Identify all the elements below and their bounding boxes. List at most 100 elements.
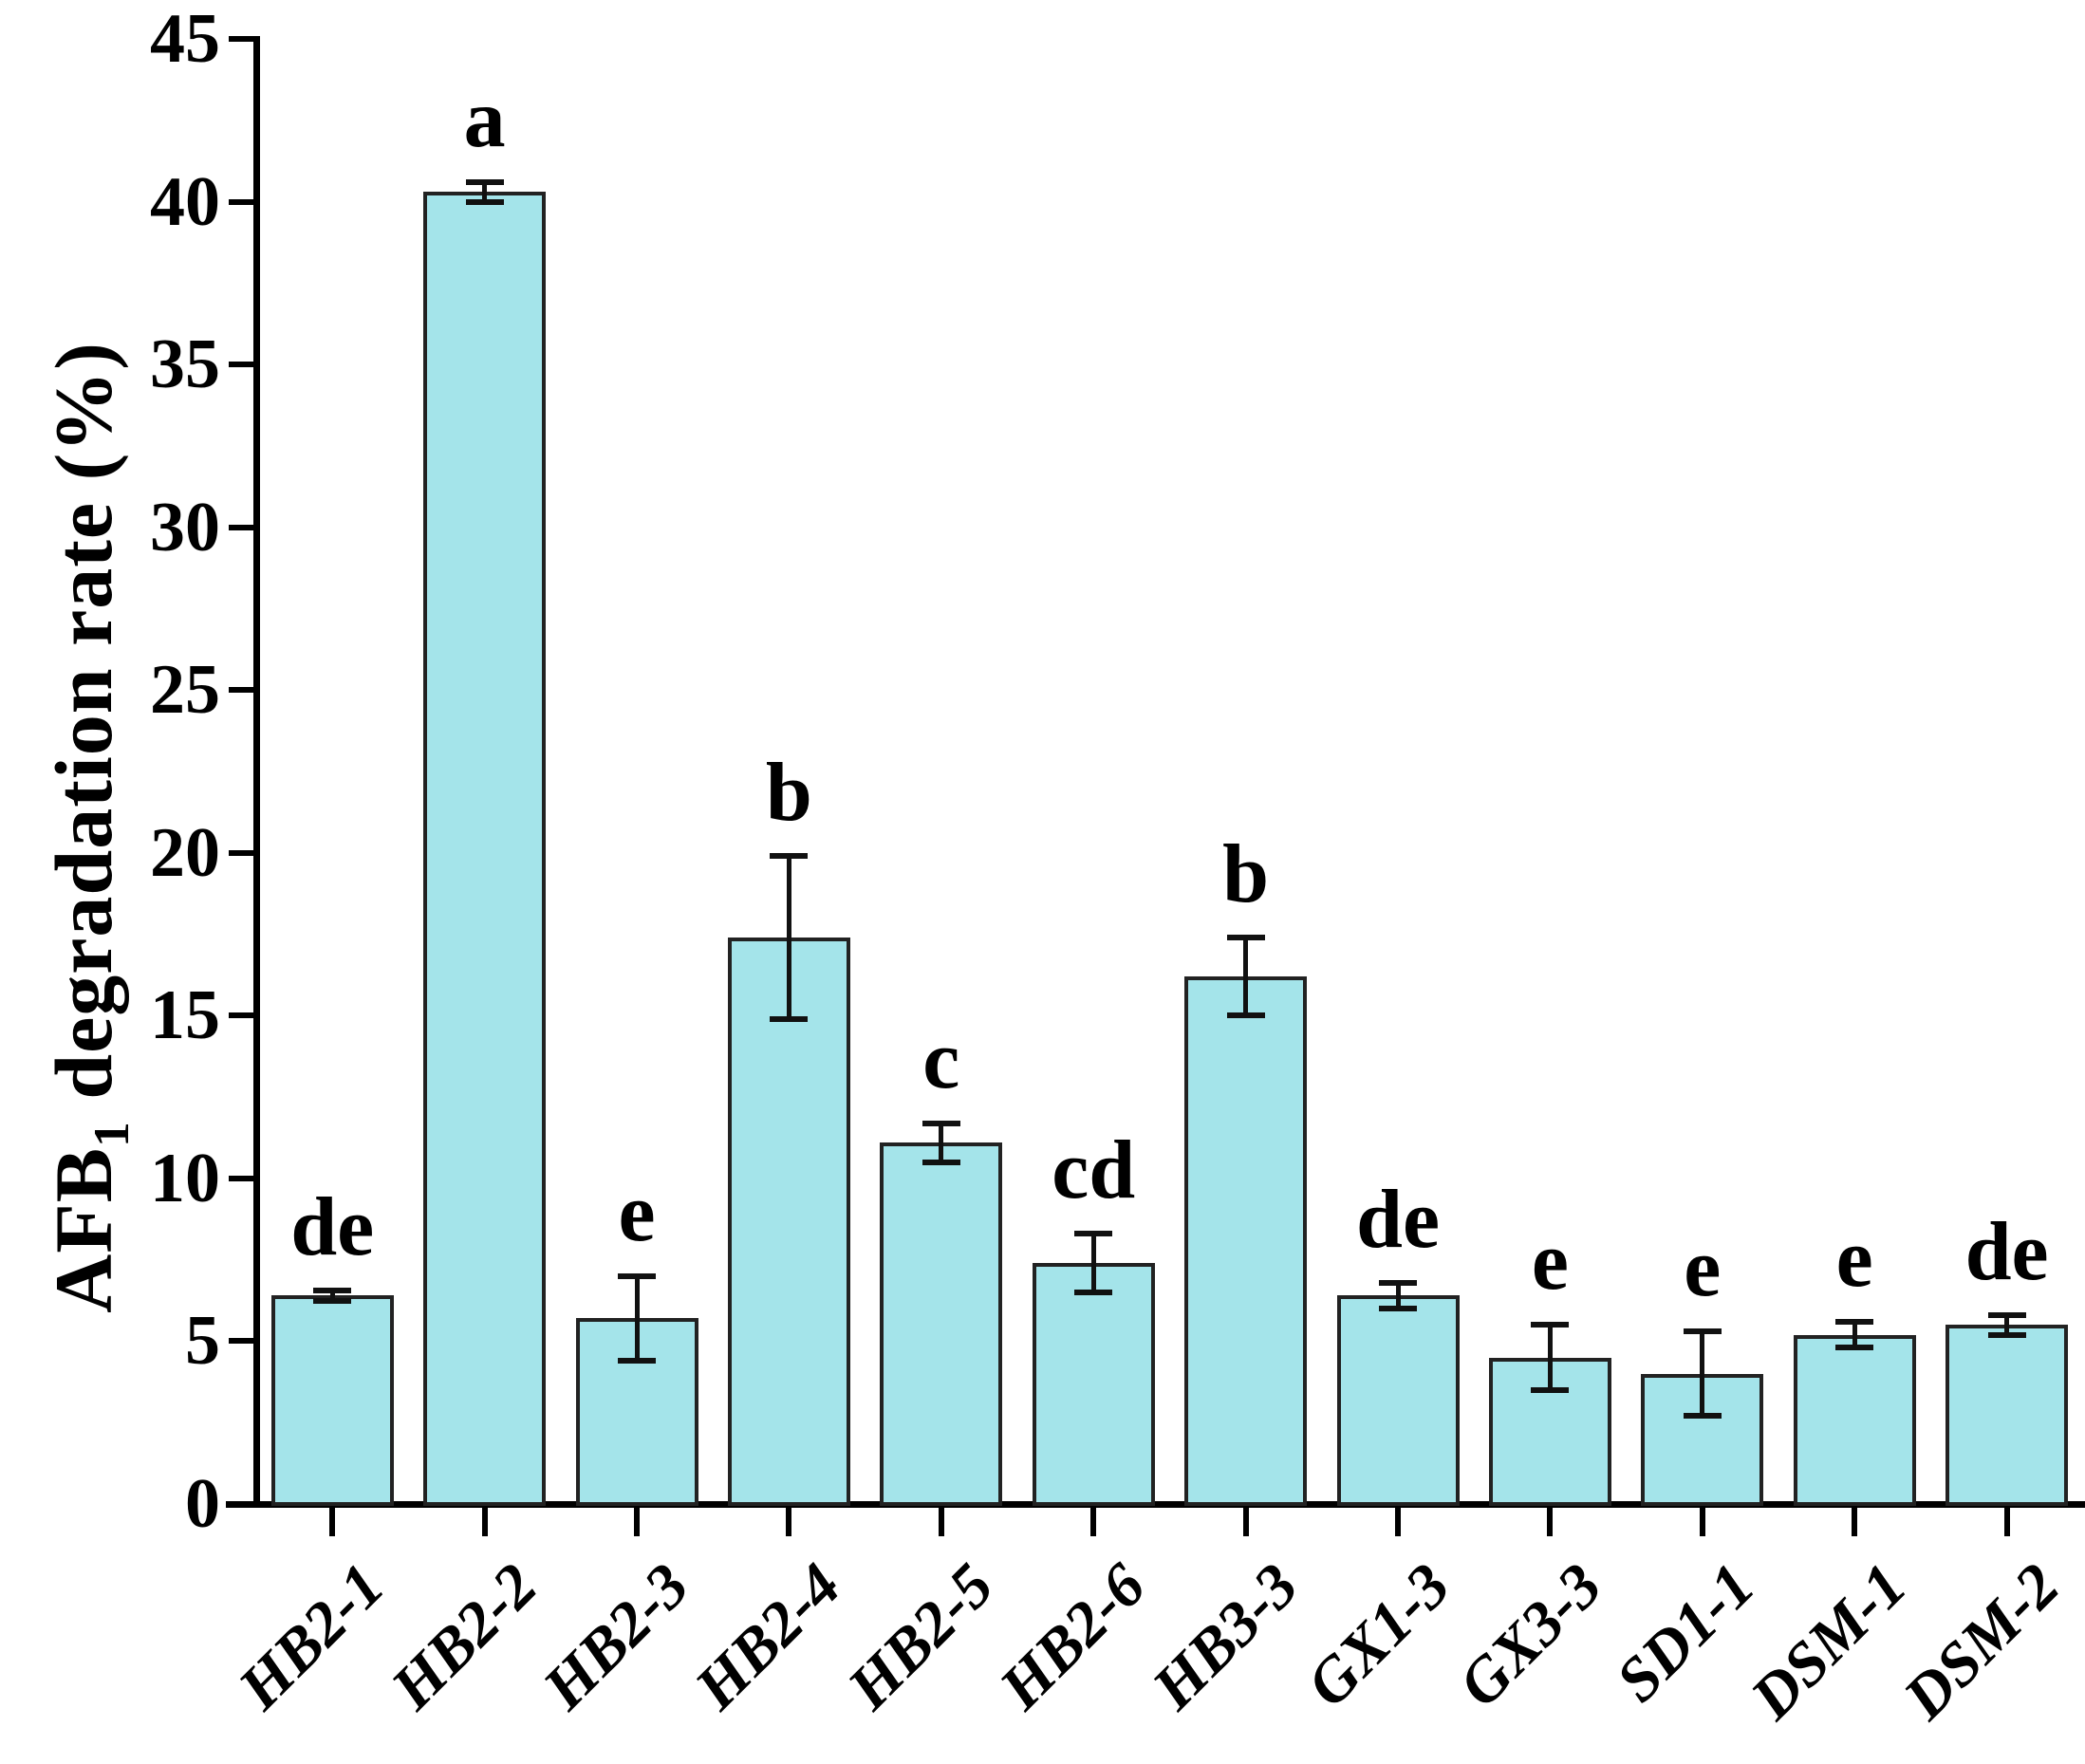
bar [1336,1295,1460,1506]
x-tick-label: GX1-3 [1294,1550,1463,1720]
x-axis-tick [1242,1507,1249,1536]
bar [270,1295,394,1506]
error-bar-line [1700,1331,1705,1417]
error-bar-cap-bottom [1987,1331,2026,1338]
significance-letter: de [290,1181,375,1274]
error-bar-cap-top [1531,1322,1570,1328]
y-tick-label: 5 [185,1302,220,1381]
x-tick-label: HB2-2 [378,1550,550,1722]
significance-letter: e [1531,1216,1569,1309]
error-bar-line [1395,1282,1401,1309]
bar [1184,976,1308,1506]
y-axis-tick [228,198,253,205]
x-axis-tick [1547,1507,1554,1536]
x-axis-tick [1699,1507,1705,1536]
error-bar-cap-bottom [921,1159,960,1165]
significance-letter: a [463,72,506,165]
error-bar-line [2004,1314,2010,1335]
error-bar-cap-bottom [1379,1306,1417,1312]
y-axis-spine [252,36,260,1507]
y-tick-label: 25 [150,651,220,730]
error-bar-cap-top [618,1272,656,1279]
x-tick-label: HB2-4 [681,1550,855,1722]
error-bar-cap-top [1683,1328,1722,1335]
x-tick-label: SD1-1 [1603,1550,1768,1716]
significance-letter: b [765,747,812,840]
x-axis-tick [1395,1507,1401,1536]
error-bar-cap-top [1226,934,1265,940]
error-bar-cap-bottom [465,198,504,205]
x-axis-tick [2003,1507,2010,1536]
x-axis-tick [938,1507,944,1536]
y-axis-tick [228,1501,253,1507]
error-bar-cap-bottom [1683,1413,1722,1420]
bar [1945,1325,2069,1506]
error-bar-line [1852,1321,1857,1348]
y-axis-tick [228,1338,253,1345]
x-tick-label: DSM-2 [1890,1550,2073,1733]
x-axis-tick [481,1507,488,1536]
bar [1032,1263,1155,1506]
significance-letter: de [1964,1205,2049,1298]
y-tick-label: 45 [150,0,220,78]
x-axis-line [226,1500,2085,1508]
error-bar-line [634,1275,640,1362]
bar [727,937,850,1506]
x-tick-label: GX3-3 [1445,1550,1616,1720]
y-tick-label: 30 [150,488,220,566]
significance-letter: c [922,1013,960,1106]
y-tick-label: 0 [185,1465,220,1543]
bar [880,1142,1003,1506]
y-tick-label: 20 [150,813,220,892]
y-tick-label: 15 [150,976,220,1055]
error-bar-cap-top [1379,1279,1417,1286]
error-bar-cap-top [1987,1311,2026,1318]
y-tick-label: 10 [150,1139,220,1217]
error-bar-line [939,1123,944,1162]
x-axis-tick [329,1507,336,1536]
x-tick-label: HB2-5 [834,1550,1007,1722]
error-bar-cap-top [770,853,809,860]
error-bar-line [329,1291,335,1301]
y-axis-tick [228,687,253,694]
error-bar-cap-top [465,178,504,185]
y-axis-tick [228,36,253,42]
significance-letter: cd [1052,1124,1136,1217]
x-axis-tick [786,1507,792,1536]
error-bar-cap-top [1835,1318,1874,1325]
x-tick-label: HB2-3 [530,1550,702,1722]
error-bar-cap-bottom [770,1015,809,1022]
y-tick-label: 40 [150,162,220,241]
error-bar-cap-bottom [1531,1386,1570,1393]
x-axis-tick [1090,1507,1097,1536]
error-bar-line [482,181,488,202]
significance-letter: b [1222,827,1270,920]
error-bar-cap-bottom [1074,1289,1113,1295]
bar [423,192,547,1506]
x-tick-label: HB2-6 [986,1550,1159,1722]
significance-letter: e [1835,1212,1873,1305]
error-bar-cap-bottom [618,1358,656,1365]
x-tick-label: HB2-1 [225,1550,398,1722]
y-tick-label: 35 [150,325,220,404]
error-bar-cap-top [921,1120,960,1126]
y-axis-tick [228,1012,253,1019]
bar [1793,1334,1916,1506]
bar [1641,1373,1764,1506]
y-axis-tick [228,849,253,856]
error-bar-line [1547,1325,1553,1390]
error-bar-cap-bottom [313,1297,352,1304]
y-axis-tick [228,1175,253,1181]
error-bar-cap-top [313,1288,352,1294]
x-axis-tick [634,1507,640,1536]
significance-letter: e [1684,1222,1722,1315]
y-axis-tick [228,362,253,368]
error-bar-cap-bottom [1226,1012,1265,1019]
error-bar-line [786,856,791,1019]
significance-letter: de [1356,1173,1440,1266]
significance-letter: e [618,1166,656,1259]
y-axis-tick [228,524,253,530]
error-bar-cap-top [1074,1231,1113,1237]
